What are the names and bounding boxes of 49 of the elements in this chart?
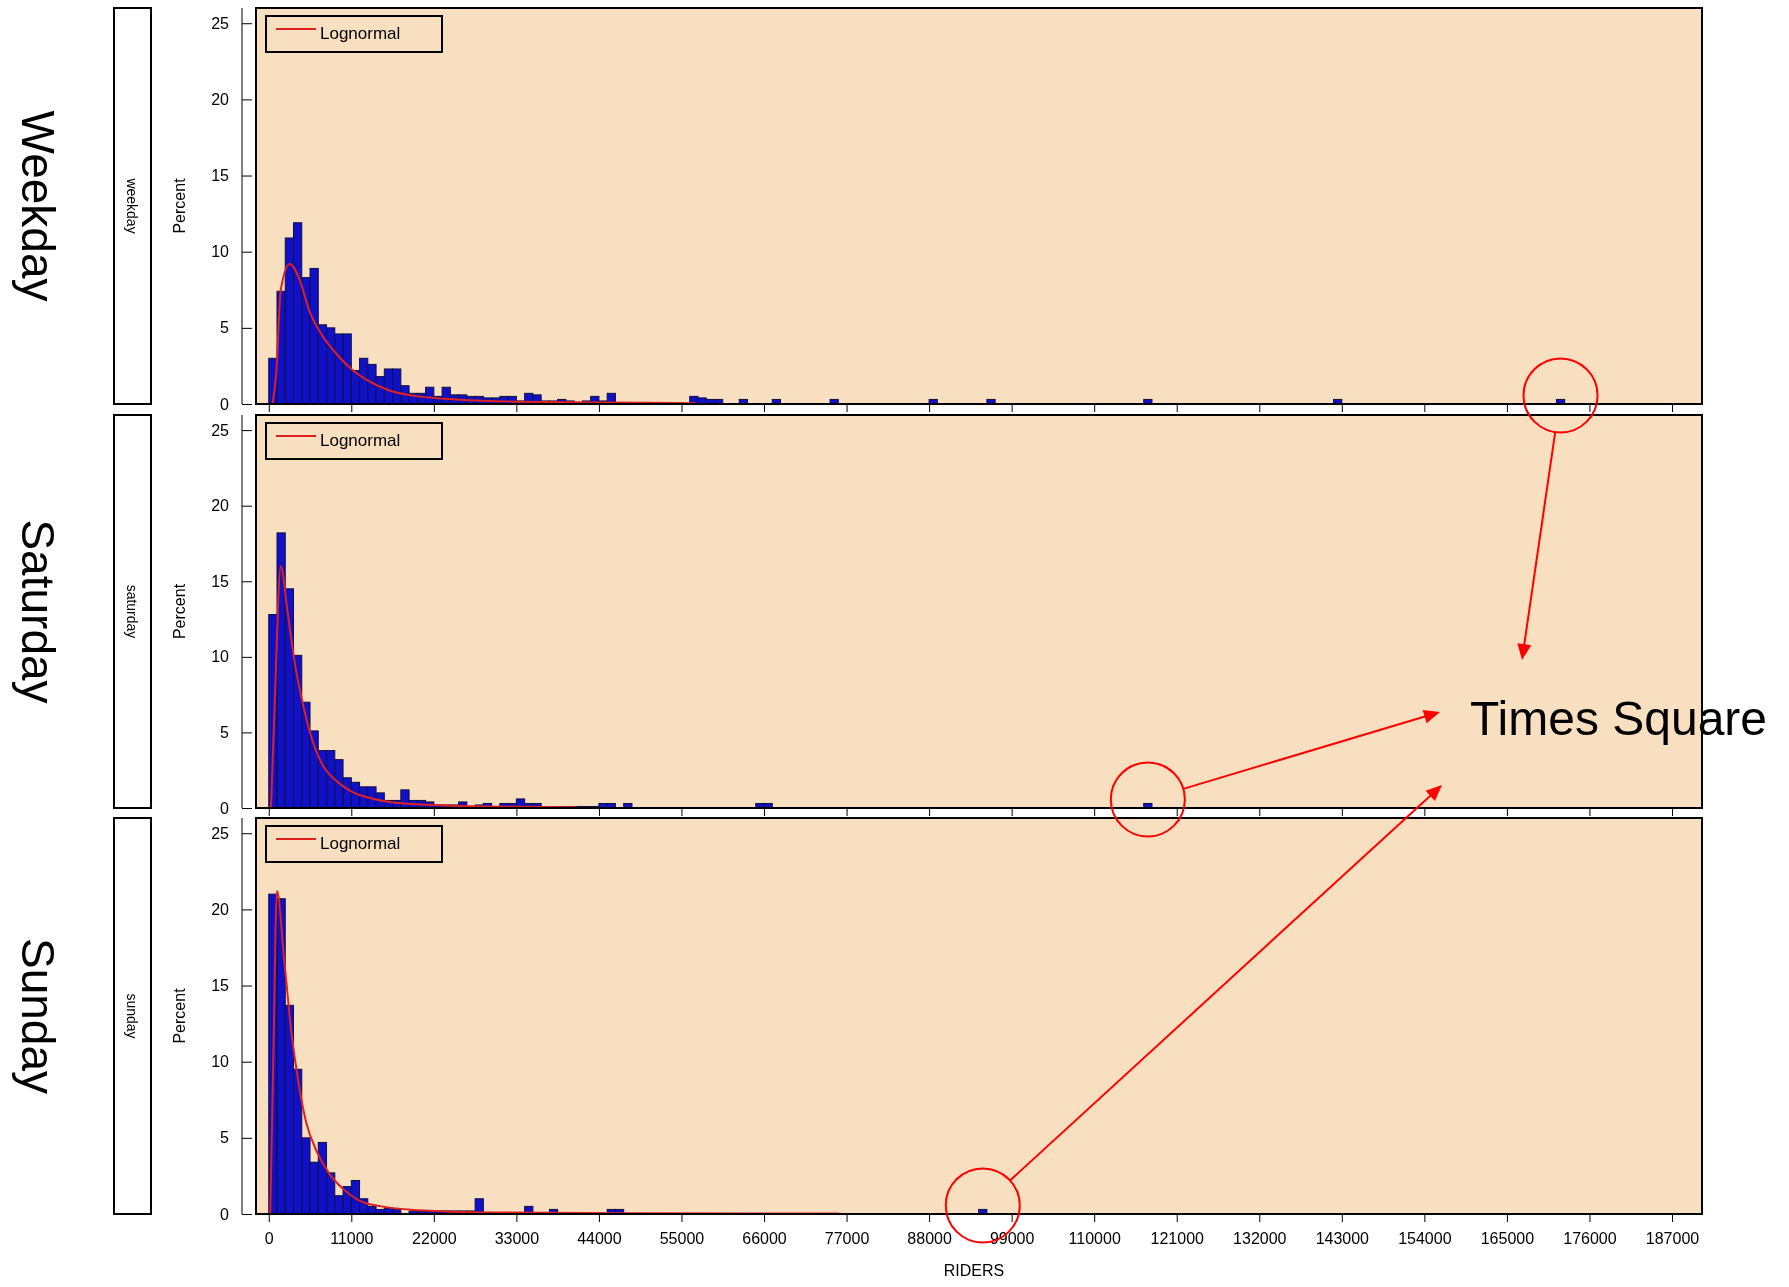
x-tick-label: 33000 <box>494 1230 540 1248</box>
y-tick-label: 5 <box>220 319 230 337</box>
text: saturday <box>124 584 141 639</box>
y-tick-label: 10 <box>211 243 230 261</box>
legend-label: Lognormal <box>320 430 401 450</box>
y-tick-label: 20 <box>211 497 230 515</box>
y-axis-title: Percent <box>171 583 188 640</box>
x-tick-label: 154000 <box>1398 1230 1452 1248</box>
y-tick-label: 10 <box>211 1053 230 1071</box>
legend-label: Lognormal <box>320 833 401 853</box>
x-tick-label: 66000 <box>742 1230 787 1248</box>
y-tick-label: 15 <box>211 167 230 185</box>
y-tick-label: 25 <box>211 421 230 439</box>
x-tick-label: 99000 <box>989 1230 1035 1248</box>
y-tick-label: 5 <box>220 724 230 742</box>
x-tick-label: 110000 <box>1068 1230 1121 1248</box>
y-tick-label: 20 <box>211 91 230 108</box>
x-tick-label: 165000 <box>1480 1230 1535 1248</box>
x-tick-label: 11000 <box>330 1230 374 1248</box>
x-tick-label: 55000 <box>659 1230 705 1248</box>
text: Saturday <box>11 519 64 704</box>
x-tick-label: 187000 <box>1645 1230 1700 1248</box>
y-axis-title: Percent <box>171 987 188 1044</box>
y-tick-label: 0 <box>220 799 230 817</box>
legend-label: Lognormal <box>320 23 401 43</box>
text: weekday <box>124 177 141 234</box>
y-tick-label: 25 <box>211 824 230 842</box>
x-tick-label: 121000 <box>1150 1230 1205 1248</box>
y-tick-label: 0 <box>220 395 230 413</box>
y-tick-label: 15 <box>211 977 230 995</box>
x-axis-title: RIDERS <box>943 1262 1005 1279</box>
x-tick-label: 88000 <box>907 1230 952 1248</box>
y-tick-label: 25 <box>211 14 230 32</box>
x-tick-label: 143000 <box>1315 1230 1370 1248</box>
y-tick-label: 0 <box>220 1205 230 1223</box>
x-tick-label: 132000 <box>1233 1230 1287 1248</box>
x-tick-label: 176000 <box>1563 1230 1617 1248</box>
x-tick-label: 0 <box>264 1230 274 1248</box>
x-tick-label: 77000 <box>824 1230 870 1248</box>
y-tick-label: 5 <box>220 1129 230 1147</box>
y-axis-title: Percent <box>171 177 188 234</box>
text: Weekday <box>11 110 64 302</box>
y-tick-label: 20 <box>211 901 230 918</box>
y-tick-label: 15 <box>211 572 230 590</box>
x-tick-label: 44000 <box>577 1230 622 1248</box>
text: Sunday <box>11 937 64 1095</box>
y-tick-label: 10 <box>211 648 230 666</box>
x-tick-label: 22000 <box>412 1230 457 1248</box>
text: sunday <box>124 993 141 1039</box>
